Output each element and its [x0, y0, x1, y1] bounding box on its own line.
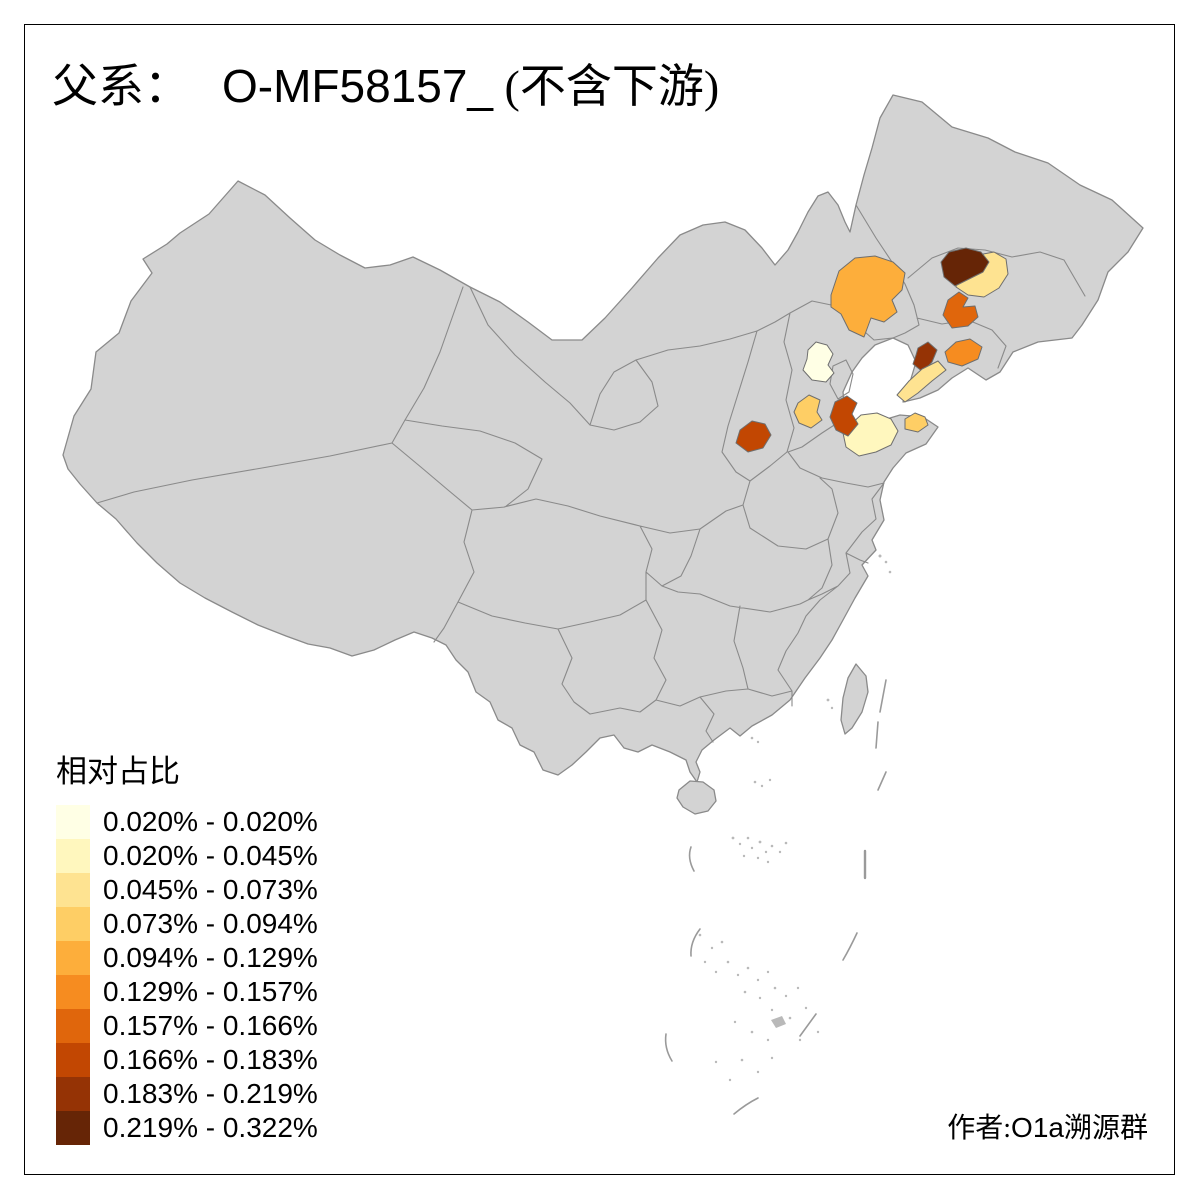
- map-region-13: [940, 247, 990, 287]
- map-region-01: [802, 341, 835, 383]
- page-title: 父系： O-MF58157_ (不含下游): [52, 60, 719, 114]
- hainan-island-shape: [676, 780, 717, 815]
- map-region-08: [944, 338, 983, 367]
- province-borders: [96, 204, 1086, 743]
- map-region-06: [904, 412, 929, 433]
- map-region-11: [829, 395, 859, 437]
- legend-swatch-10: [56, 1111, 90, 1145]
- map-region-10: [735, 420, 772, 453]
- island-specks: [698, 554, 892, 1082]
- legend-item: 0.094% - 0.129%: [56, 941, 318, 975]
- author-name-cjk: 溯源群: [1063, 1113, 1148, 1144]
- title-suffix: (不含下游): [504, 61, 720, 112]
- legend-swatch-7: [56, 1009, 90, 1043]
- legend-swatch-6: [56, 975, 90, 1009]
- legend-item: 0.219% - 0.322%: [56, 1111, 318, 1145]
- legend-swatch-5: [56, 941, 90, 975]
- legend-swatch-9: [56, 1077, 90, 1111]
- legend-label-3: 0.045% - 0.073%: [103, 874, 318, 905]
- legend-swatch-1: [56, 805, 90, 839]
- legend-item: 0.020% - 0.020%: [56, 805, 318, 839]
- title-haplogroup: O-MF58157_: [222, 60, 494, 112]
- legend-label-8: 0.166% - 0.183%: [103, 1044, 318, 1075]
- map-region-05: [793, 394, 823, 429]
- legend-title: 相对占比: [56, 754, 180, 789]
- legend-swatch-4: [56, 907, 90, 941]
- taiwan-island-shape: [840, 663, 869, 735]
- plot-frame: [24, 24, 1175, 1175]
- map-region-04: [896, 360, 947, 403]
- legend-label-2: 0.020% - 0.045%: [103, 840, 318, 871]
- author-credit: 作者:O1a溯源群: [947, 1106, 1148, 1146]
- legend-swatch-3: [56, 873, 90, 907]
- legend-label-7: 0.157% - 0.166%: [103, 1010, 318, 1041]
- legend-item: 0.183% - 0.219%: [56, 1077, 318, 1111]
- title-prefix: 父系：: [52, 61, 190, 112]
- legend-item: 0.129% - 0.157%: [56, 975, 318, 1009]
- legend: 相对占比 0.020% - 0.020% 0.020% - 0.045% 0.0…: [56, 746, 318, 1145]
- legend-swatch-2: [56, 839, 90, 873]
- legend-label-5: 0.094% - 0.129%: [103, 942, 318, 973]
- legend-swatch-8: [56, 1043, 90, 1077]
- legend-item: 0.045% - 0.073%: [56, 873, 318, 907]
- legend-item: 0.020% - 0.045%: [56, 839, 318, 873]
- legend-item: 0.166% - 0.183%: [56, 1043, 318, 1077]
- legend-label-9: 0.183% - 0.219%: [103, 1078, 318, 1109]
- title-suffix-space: [493, 61, 505, 112]
- legend-item: 0.073% - 0.094%: [56, 907, 318, 941]
- legend-label-4: 0.073% - 0.094%: [103, 908, 318, 939]
- shaded-regions: [735, 247, 1009, 457]
- author-name-latin: O1a: [1011, 1112, 1064, 1143]
- author-prefix: 作者:: [947, 1113, 1012, 1144]
- legend-label-10: 0.219% - 0.322%: [103, 1112, 318, 1143]
- islet-shape: [771, 1016, 786, 1028]
- legend-item: 0.157% - 0.166%: [56, 1009, 318, 1043]
- legend-label-6: 0.129% - 0.157%: [103, 976, 318, 1007]
- maritime-dash-lines: [664, 679, 887, 1115]
- map-region-07: [830, 255, 906, 338]
- map-region-09: [942, 291, 979, 329]
- legend-label-1: 0.020% - 0.020%: [103, 806, 318, 837]
